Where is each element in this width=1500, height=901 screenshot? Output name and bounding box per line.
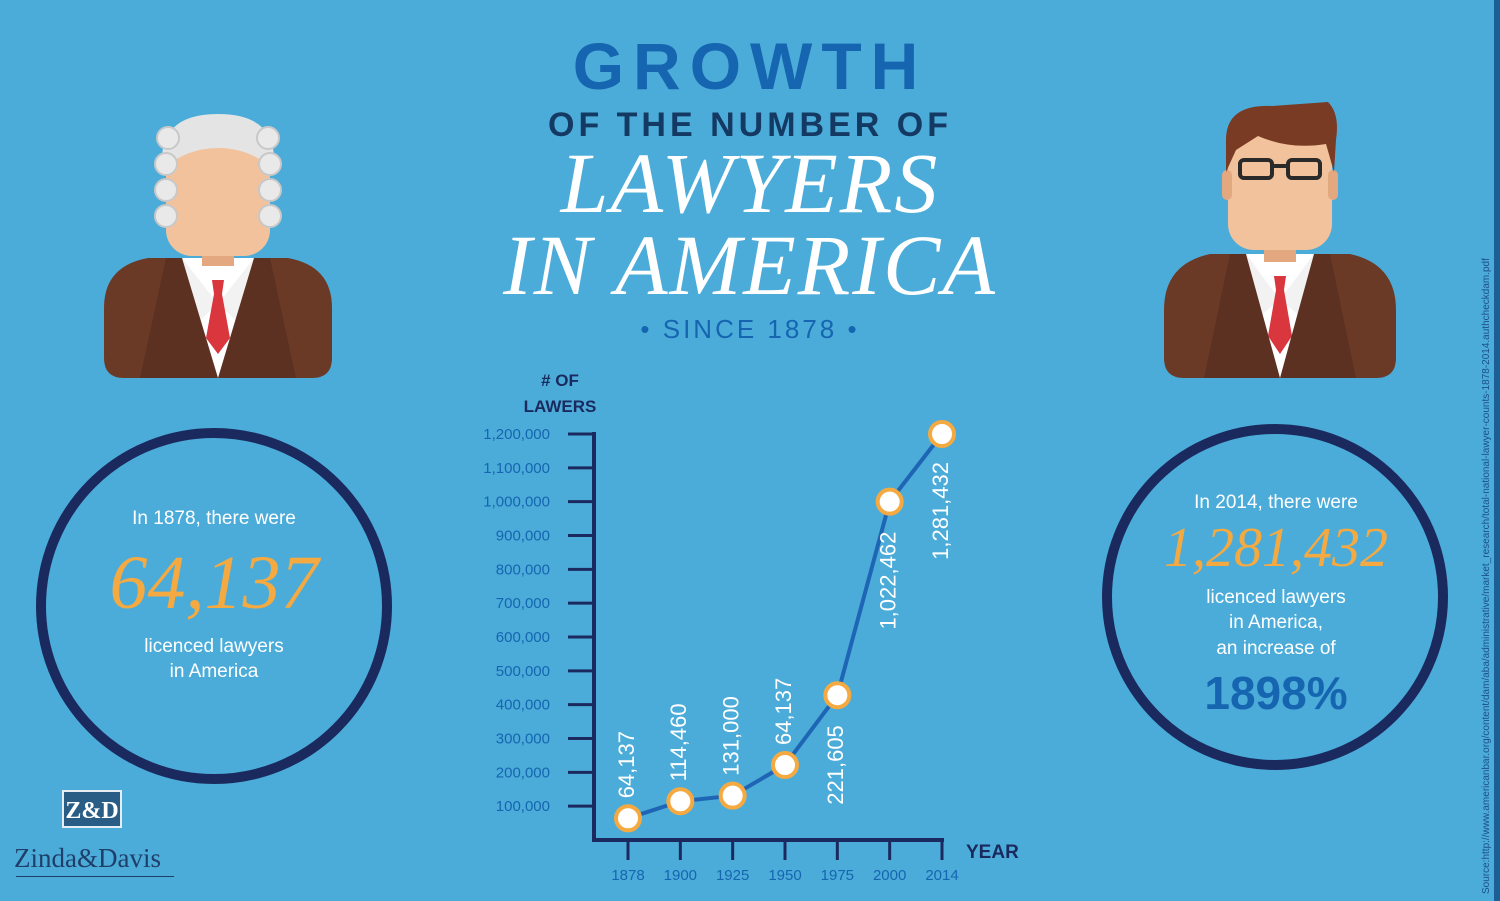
stat-1878-desc-2: in America (169, 661, 259, 682)
y-tick-label: 300,000 (496, 731, 550, 748)
y-tick-label: 400,000 (496, 697, 550, 714)
zd-logo-mark: Z&D (62, 790, 122, 828)
stat-2014-percent: 1898% (1204, 667, 1348, 719)
data-point (823, 681, 852, 710)
y-tick-label: 1,200,000 (483, 426, 550, 443)
right-edge-bar (1494, 0, 1500, 901)
data-point (875, 487, 904, 516)
data-point (666, 787, 695, 816)
y-tick-label: 500,000 (496, 663, 550, 680)
y-tick-label: 1,000,000 (483, 494, 550, 511)
data-label: 221,605 (823, 725, 848, 805)
judge-icon (104, 114, 332, 378)
data-point (614, 804, 642, 833)
data-label: 114,460 (666, 703, 691, 781)
stat-circle-1878 (36, 428, 392, 784)
x-axis-title: YEAR (966, 842, 1019, 863)
data-label: 64,137 (614, 731, 639, 798)
data-label: 1,281,432 (928, 462, 953, 560)
stat-2014-desc-2: in America, (1229, 612, 1323, 633)
y-tick-label: 900,000 (496, 528, 550, 545)
data-point (771, 751, 799, 780)
data-point (718, 781, 747, 810)
y-axis: 100,000 200,000 300,000 400,000 500,000 600,0… (483, 426, 596, 840)
data-points (614, 420, 956, 833)
stat-2014-desc-3: an increase of (1216, 638, 1336, 659)
x-tick-label: 2000 (873, 867, 906, 884)
x-tick-label: 1878 (611, 867, 644, 884)
x-tick-label: 1900 (664, 867, 697, 884)
stat-2014-intro: In 2014, there were (1194, 492, 1358, 513)
source-citation: Source:http://www.americanbar.org/conten… (1481, 258, 1492, 894)
x-tick-label: 2014 (925, 867, 958, 884)
y-tick-label: 200,000 (496, 764, 550, 781)
stat-2014-number: 1,281,432 (1164, 517, 1388, 579)
x-axis: 1878 1900 1925 1950 1975 2000 2014 (592, 838, 959, 884)
title-in-america: IN AMERICA (503, 217, 997, 313)
zd-logo-rule (16, 876, 174, 883)
stat-2014-desc-1: licenced lawyers (1206, 587, 1346, 608)
y-tick-label: 1,100,000 (483, 460, 550, 477)
title-growth: GROWTH (572, 29, 928, 103)
x-tick-label: 1950 (768, 867, 801, 884)
y-axis-title-line2: LAWERS (524, 397, 597, 416)
x-tick-label: 1925 (716, 867, 749, 884)
title-of-the-number-of: OF THE NUMBER OF (548, 106, 952, 144)
y-axis-title-line1: # OF (541, 371, 579, 390)
subtitle-since: • SINCE 1878 • (640, 314, 860, 344)
lawyers-line-chart: 100,000 200,000 300,000 400,000 500,000 600,0… (483, 371, 1019, 884)
stat-1878-desc-1: licenced lawyers (144, 636, 284, 657)
y-tick-label: 100,000 (496, 798, 550, 815)
data-label: 64,137 (771, 678, 796, 745)
data-labels: 64,137 114,460 131,000 64,137 221,605 1,022,4… (614, 462, 953, 805)
title-lawyers: LAWYERS (560, 135, 940, 231)
y-tick-label: 700,000 (496, 595, 550, 612)
stat-1878-number: 64,137 (109, 541, 319, 625)
y-tick-label: 600,000 (496, 629, 550, 646)
stat-1878-intro: In 1878, there were (132, 508, 296, 529)
y-tick-label: 800,000 (496, 561, 550, 578)
stat-circle-2014 (1102, 424, 1448, 770)
zd-logo-name: Zinda&Davis (14, 843, 161, 873)
data-label: 131,000 (718, 696, 743, 776)
data-label: 1,022,462 (875, 532, 900, 630)
lawyer-icon (1164, 102, 1396, 378)
x-tick-label: 1975 (821, 867, 854, 884)
data-point (928, 420, 956, 448)
